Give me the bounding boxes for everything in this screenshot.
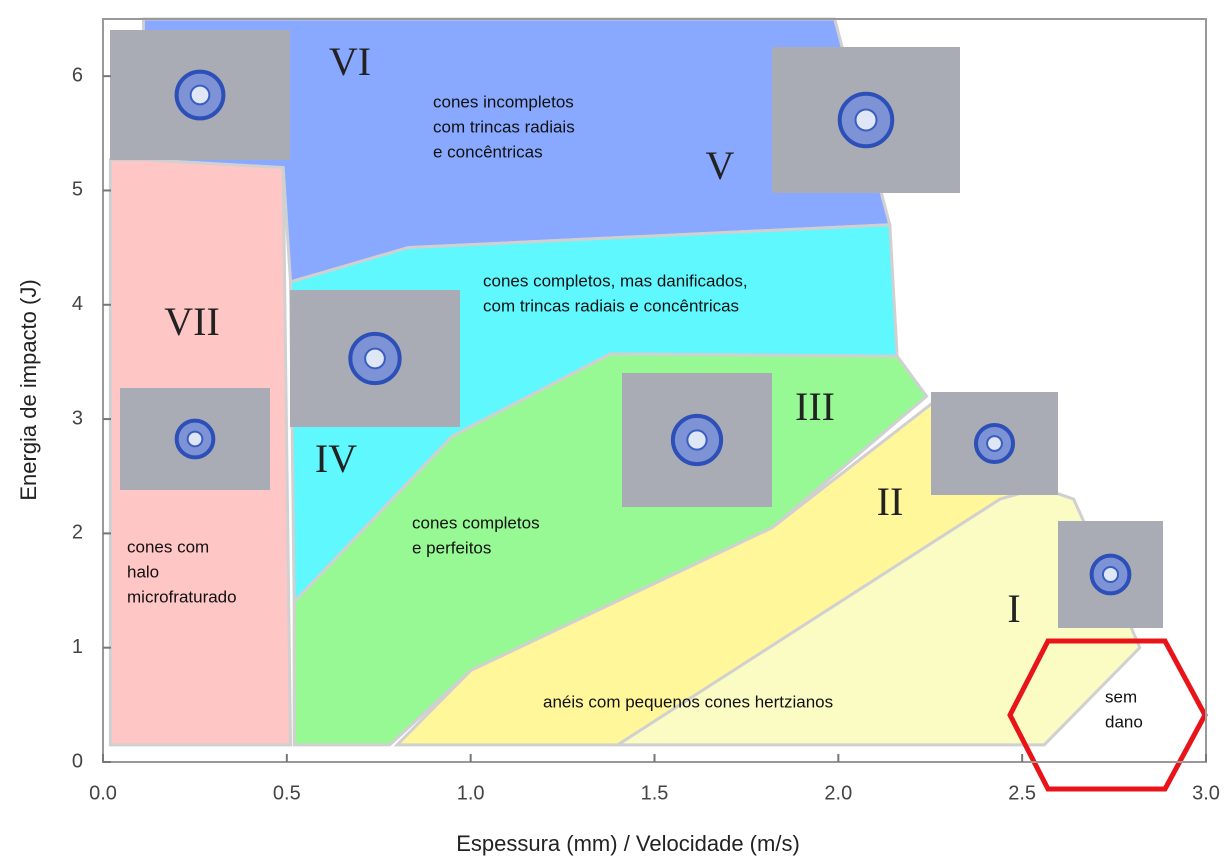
y-tick-label: 5 [72, 179, 83, 201]
y-tick-label: 4 [72, 293, 83, 315]
description: e perfeitos [412, 538, 491, 557]
page: Espessura (mm) / Velocidade (m/s) Energi… [0, 0, 1225, 862]
y-tick-label: 2 [72, 522, 83, 544]
photo-core [855, 109, 876, 130]
y-tick-label: 0 [72, 750, 83, 772]
description: cones completos [412, 513, 540, 532]
y-tick-label: 6 [72, 64, 83, 86]
description: anéis com pequenos cones hertzianos [543, 692, 833, 711]
description: sem [1105, 687, 1137, 706]
y-tick-label: 1 [72, 636, 83, 658]
description: cones com [127, 537, 209, 556]
x-tick-label: 1.0 [457, 782, 485, 804]
region-label: VII [164, 299, 220, 344]
x-tick-label: 0.5 [273, 782, 301, 804]
description: microfraturado [127, 587, 237, 606]
x-axis-label: Espessura (mm) / Velocidade (m/s) [456, 831, 800, 856]
description: cones completos, mas danificados, [483, 271, 748, 290]
region-label: II [877, 479, 904, 524]
x-tick-label: 1.5 [641, 782, 669, 804]
x-tick-label: 2.0 [824, 782, 852, 804]
x-tick-label: 2.5 [1008, 782, 1036, 804]
photo-core [1103, 567, 1118, 582]
x-tick-label: 3.0 [1192, 782, 1220, 804]
description: com trincas radiais [433, 117, 575, 136]
photo-core [987, 436, 1002, 451]
region-label: III [795, 384, 835, 429]
chart: Espessura (mm) / Velocidade (m/s) Energi… [0, 0, 1225, 862]
description: e concêntricas [433, 142, 543, 161]
photo-core [191, 86, 210, 105]
description: dano [1105, 712, 1143, 731]
description: com trincas radiais e concêntricas [483, 296, 739, 315]
photo-core [687, 430, 706, 449]
description: halo [127, 562, 159, 581]
photo-core [365, 349, 385, 369]
y-tick-label: 3 [72, 407, 83, 429]
description: cones incompletos [433, 92, 574, 111]
x-tick-label: 0.0 [89, 782, 117, 804]
region-label: VI [329, 39, 371, 84]
y-axis-label: Energia de impacto (J) [16, 279, 41, 500]
photo-core [188, 432, 203, 447]
region-label: I [1007, 586, 1020, 631]
region-label: V [706, 143, 735, 188]
region-label: IV [315, 436, 357, 481]
